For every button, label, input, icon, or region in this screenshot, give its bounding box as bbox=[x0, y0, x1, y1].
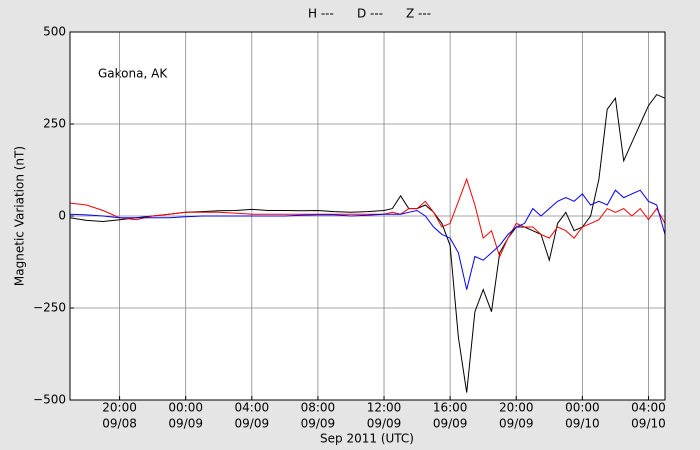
legend-entry: D --- bbox=[357, 7, 383, 21]
legend-entry: H --- bbox=[308, 7, 334, 21]
annotation: Gakona, AK bbox=[98, 67, 168, 81]
x-tick-label: 09/09 bbox=[235, 417, 270, 431]
series-line bbox=[69, 189, 666, 290]
x-tick-label: 09/10 bbox=[631, 417, 666, 431]
x-tick-label: 20:00 bbox=[102, 401, 137, 415]
legend-entry: Z --- bbox=[406, 7, 431, 21]
x-tick-label: 08:00 bbox=[301, 401, 336, 415]
y-tick-label: −250 bbox=[33, 301, 66, 315]
x-tick-label: 12:00 bbox=[367, 401, 402, 415]
x-tick-label: 09/10 bbox=[565, 417, 600, 431]
x-tick-label: 16:00 bbox=[433, 401, 468, 415]
y-tick-label: 0 bbox=[58, 209, 66, 223]
x-tick-label: 20:00 bbox=[499, 401, 534, 415]
y-tick-label: 500 bbox=[43, 25, 66, 39]
x-tick-label: 09/09 bbox=[499, 417, 534, 431]
x-tick-label: 09/09 bbox=[301, 417, 336, 431]
x-tick-label: 04:00 bbox=[235, 401, 270, 415]
x-axis-label: Sep 2011 (UTC) bbox=[320, 432, 414, 446]
x-tick-label: 09/08 bbox=[102, 417, 137, 431]
series-line bbox=[69, 93, 666, 393]
x-tick-label: 00:00 bbox=[168, 401, 203, 415]
y-tick-label: 250 bbox=[43, 117, 66, 131]
x-tick-label: 09/09 bbox=[367, 417, 402, 431]
x-tick-label: 09/09 bbox=[433, 417, 468, 431]
plot-frame bbox=[69, 31, 666, 401]
x-tick-label: 04:00 bbox=[631, 401, 666, 415]
x-tick-label: 09/09 bbox=[168, 417, 203, 431]
x-tick-label: 00:00 bbox=[565, 401, 600, 415]
y-axis-label: Magnetic Variation (nT) bbox=[13, 146, 27, 286]
y-tick-label: −500 bbox=[33, 393, 66, 407]
series-line bbox=[69, 177, 666, 258]
